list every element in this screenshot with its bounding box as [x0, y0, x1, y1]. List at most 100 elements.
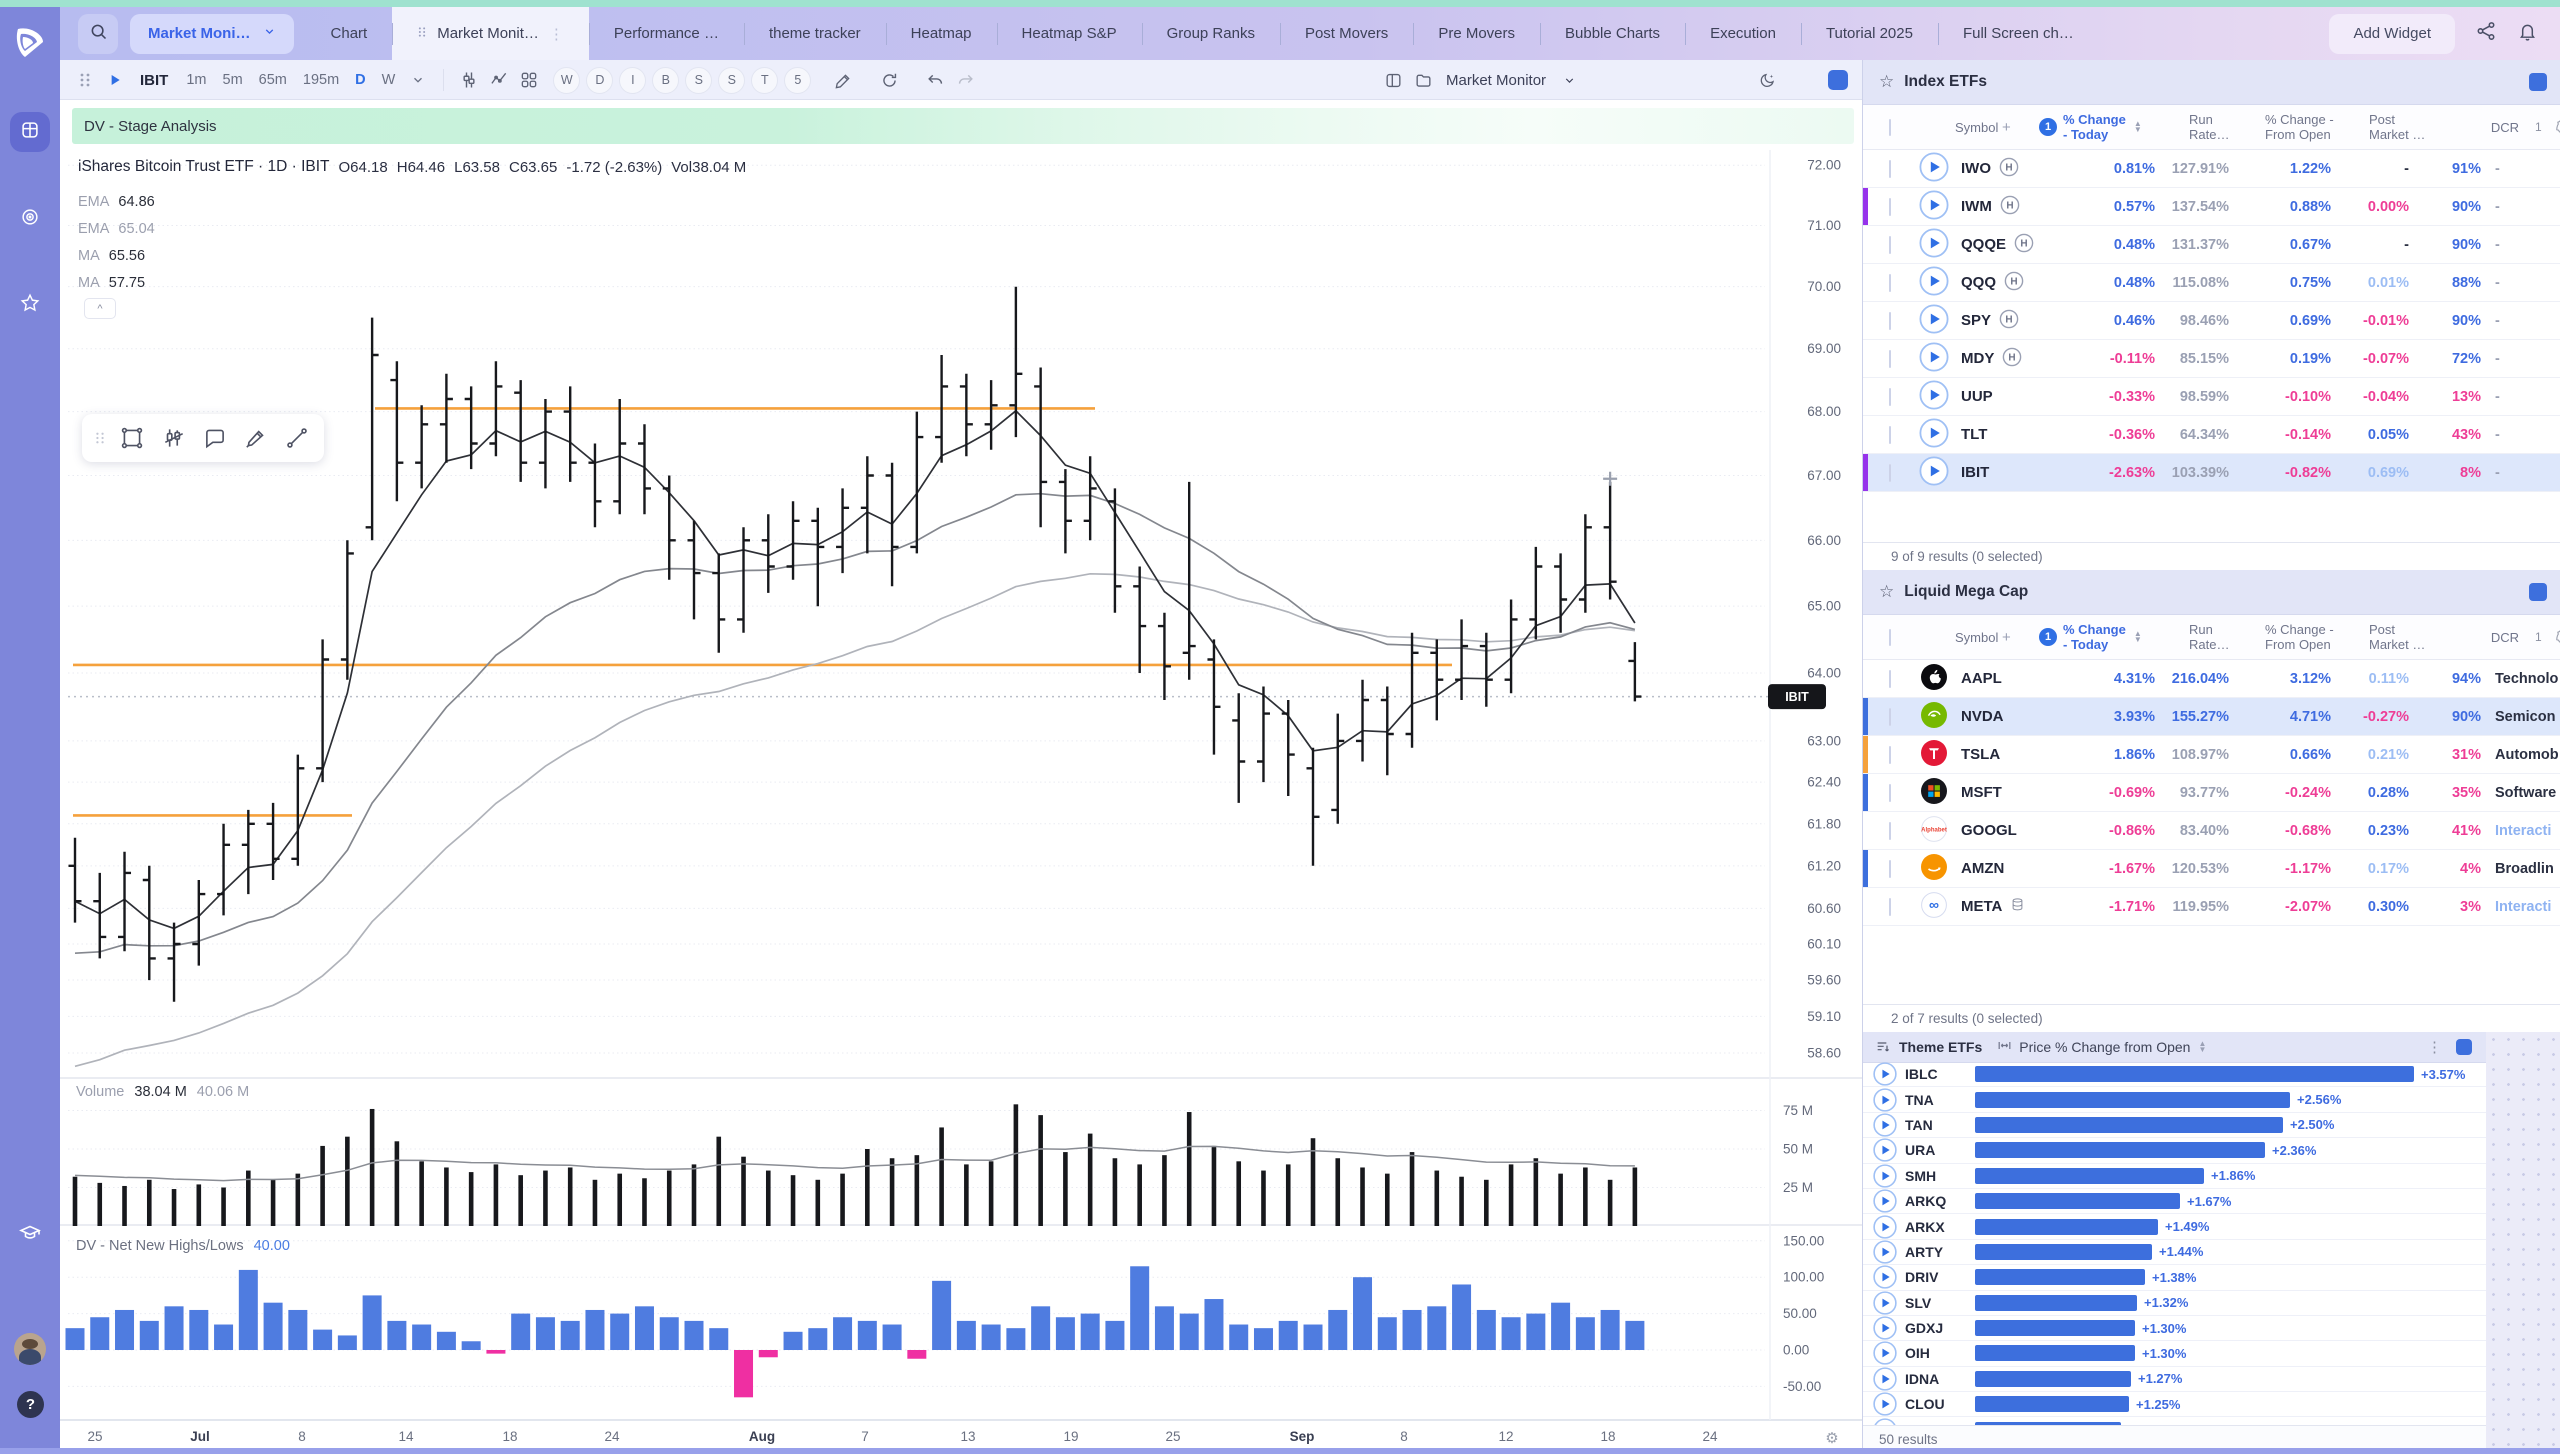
list-item-clou[interactable]: CLOU +1.25%	[1863, 1392, 2486, 1418]
play-chart-button[interactable]	[1919, 341, 1949, 376]
table-row-spy[interactable]: SPY H 0.46% 98.46% 0.69% -0.01% 90% -	[1863, 302, 2560, 340]
table-row-qqq[interactable]: QQQ H 0.48% 115.08% 0.75% 0.01% 88% -	[1863, 264, 2560, 302]
chevron-down-icon[interactable]	[1554, 65, 1584, 95]
nav-tab-heatmap-s-p[interactable]: Heatmap S&P	[996, 7, 1142, 60]
avatar[interactable]	[14, 1333, 46, 1365]
widget-color-square[interactable]	[2529, 583, 2547, 601]
nav-tab-chart[interactable]: Chart	[306, 7, 393, 60]
list-item-smh[interactable]: SMH +1.86%	[1863, 1164, 2486, 1189]
row-checkbox[interactable]	[1889, 387, 1891, 406]
play-chart-button[interactable]	[1873, 1189, 1897, 1213]
row-checkbox[interactable]	[1889, 159, 1891, 178]
row-checkbox[interactable]	[1889, 463, 1891, 482]
timeframe-195m[interactable]: 195m	[302, 72, 340, 88]
nav-tab-group-ranks[interactable]: Group Ranks	[1141, 7, 1280, 60]
play-chart-button[interactable]	[1873, 1214, 1897, 1239]
list-item-oih[interactable]: OIH +1.30%	[1863, 1341, 2486, 1367]
workspace-dropdown[interactable]: Market Moni…	[130, 13, 294, 54]
table-row-ibit[interactable]: IBIT -2.63% 103.39% -0.82% 0.69% 8% -	[1863, 454, 2560, 492]
nav-tab-performance[interactable]: Performance …	[588, 7, 744, 60]
draw-pencil-icon[interactable]	[828, 65, 858, 95]
candle-measure-icon[interactable]	[155, 419, 192, 457]
column-header-pct-change-today[interactable]: 1% Change - Today ▲ ▼	[2039, 112, 2189, 142]
play-icon[interactable]	[100, 65, 130, 95]
timeframe-1m[interactable]: 1m	[186, 72, 207, 88]
table-row-qqqe[interactable]: QQQE H 0.48% 131.37% 0.67% -90% -	[1863, 226, 2560, 264]
list-item-slv[interactable]: SLV +1.32%	[1863, 1291, 2486, 1316]
nav-tab-market-monit[interactable]: Market Monit… ⋮	[392, 7, 589, 60]
column-header-pct-change-from-open[interactable]: % Change - From Open	[2265, 622, 2334, 652]
timeframe-d[interactable]: D	[355, 72, 366, 88]
table-row-meta[interactable]: ∞ META -1.71% 119.95% -2.07% 0.30% 3% Interacti	[1863, 888, 2560, 926]
nav-tab-post-movers[interactable]: Post Movers	[1279, 7, 1413, 60]
play-chart-button[interactable]	[1919, 151, 1949, 186]
play-chart-button[interactable]	[1919, 303, 1949, 338]
nav-tab-tutorial-2025[interactable]: Tutorial 2025	[1800, 7, 1938, 60]
layout-grid-icon[interactable]	[514, 65, 544, 95]
refresh-icon[interactable]	[874, 65, 904, 95]
row-checkbox[interactable]	[1889, 745, 1891, 764]
chart-link-dropdown[interactable]: Market Monitor	[1446, 71, 1547, 89]
nav-tab-pre-movers[interactable]: Pre Movers	[1413, 7, 1540, 60]
column-header-symbol[interactable]: Symbol +	[1955, 628, 2011, 646]
timeframe-5m[interactable]: 5m	[222, 72, 243, 88]
gear-icon[interactable]	[2555, 627, 2560, 647]
column-header-dcr[interactable]: DCR	[2490, 629, 2519, 645]
list-item-arty[interactable]: ARTY +1.44%	[1863, 1240, 2486, 1266]
play-chart-button[interactable]	[1919, 417, 1949, 452]
row-checkbox[interactable]	[1889, 707, 1891, 726]
add-symbol-icon[interactable]: +	[2001, 628, 2011, 646]
notifications-button[interactable]	[2517, 21, 2538, 47]
list-item-tan[interactable]: TAN +2.50%	[1863, 1113, 2486, 1139]
star-icon[interactable]: ☆	[1879, 582, 1895, 601]
table-row-uup[interactable]: UUP -0.33% 98.59% -0.10% -0.04% 13% -	[1863, 378, 2560, 416]
theme-moon-icon[interactable]	[1752, 65, 1782, 95]
drag-handle-icon[interactable]	[70, 65, 100, 95]
kebab-menu-icon[interactable]: ⋮	[2427, 1039, 2442, 1056]
row-checkbox[interactable]	[1889, 349, 1891, 368]
play-chart-button[interactable]	[1873, 1265, 1897, 1289]
star-icon[interactable]: ☆	[1879, 72, 1895, 91]
letter-button-w[interactable]: W	[553, 66, 581, 94]
widget-color-square[interactable]	[2456, 1039, 2472, 1055]
list-item-iblc[interactable]: IBLC +3.57%	[1863, 1062, 2486, 1088]
indicator-settings-icon[interactable]	[454, 65, 484, 95]
play-chart-button[interactable]	[1873, 1291, 1897, 1315]
table-row-tsla[interactable]: TSLA 1.86% 108.97% 0.66% 0.21% 31% Automob	[1863, 736, 2560, 774]
play-chart-button[interactable]	[1873, 1164, 1897, 1188]
gear-icon[interactable]	[2555, 117, 2560, 137]
sort-arrows-icon[interactable]: ▲ ▼	[2133, 119, 2142, 134]
sort-list-icon[interactable]	[1875, 1039, 1891, 1055]
list-item-igv[interactable]: IGV +1.19%	[1863, 1417, 2486, 1426]
table-row-amzn[interactable]: AMZN -1.67% 120.53% -1.17% 0.17% 4% Broadlin	[1863, 850, 2560, 888]
play-chart-button[interactable]	[1873, 1138, 1897, 1163]
letter-button-s[interactable]: S	[685, 66, 713, 94]
play-chart-button[interactable]	[1873, 1316, 1897, 1340]
row-checkbox[interactable]	[1889, 273, 1891, 292]
letter-button-5[interactable]: 5	[784, 66, 812, 94]
layout-panes-icon[interactable]	[1378, 65, 1408, 95]
timeframe-w[interactable]: W	[381, 72, 396, 88]
sidebar-item-dashboards[interactable]	[10, 112, 50, 152]
redo-icon[interactable]	[950, 65, 980, 95]
list-item-tna[interactable]: TNA +2.56%	[1863, 1087, 2486, 1113]
table-row-iwo[interactable]: IWO H 0.81% 127.91% 1.22% -91% -	[1863, 150, 2560, 188]
row-checkbox[interactable]	[1889, 859, 1891, 878]
row-checkbox[interactable]	[1889, 235, 1891, 254]
row-checkbox[interactable]	[1889, 311, 1891, 330]
widget-color-square[interactable]	[2529, 73, 2547, 91]
toolbar-symbol[interactable]: IBIT	[140, 71, 169, 89]
column-header-pct-change-today[interactable]: 1% Change - Today ▲ ▼	[2039, 622, 2189, 652]
column-header-post-market[interactable]: Post Market …	[2369, 622, 2426, 652]
line-chart-icon[interactable]	[484, 65, 514, 95]
add-widget-button[interactable]: Add Widget	[2329, 13, 2455, 54]
add-symbol-icon[interactable]: +	[2001, 118, 2011, 136]
list-item-idna[interactable]: IDNA +1.27%	[1863, 1367, 2486, 1393]
play-chart-button[interactable]	[1873, 1062, 1897, 1086]
play-chart-button[interactable]	[1873, 1367, 1897, 1391]
letter-button-t[interactable]: T	[751, 66, 779, 94]
nav-tab-heatmap[interactable]: Heatmap	[885, 7, 997, 60]
list-item-arkx[interactable]: ARKX +1.49%	[1863, 1214, 2486, 1240]
play-chart-button[interactable]	[1873, 1113, 1897, 1137]
share-button[interactable]	[2475, 20, 2497, 47]
